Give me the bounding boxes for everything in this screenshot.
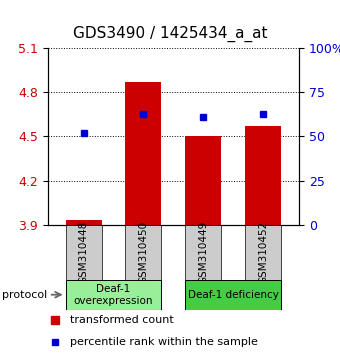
Bar — [66, 280, 162, 310]
Text: GSM310449: GSM310449 — [198, 221, 208, 284]
Text: GSM310448: GSM310448 — [79, 221, 88, 284]
Bar — [185, 136, 221, 225]
Text: GSM310452: GSM310452 — [258, 221, 268, 284]
Text: protocol: protocol — [2, 290, 47, 300]
Text: Deaf-1 deficiency: Deaf-1 deficiency — [188, 290, 279, 300]
Text: Deaf-1
overexpression: Deaf-1 overexpression — [74, 284, 153, 306]
Text: transformed count: transformed count — [70, 315, 174, 325]
Bar — [66, 220, 102, 225]
Bar — [125, 82, 162, 225]
Text: GDS3490 / 1425434_a_at: GDS3490 / 1425434_a_at — [73, 26, 267, 42]
Text: GSM310450: GSM310450 — [138, 221, 149, 284]
Bar — [245, 225, 281, 280]
Text: percentile rank within the sample: percentile rank within the sample — [70, 337, 258, 347]
Bar — [185, 225, 221, 280]
Bar — [245, 126, 281, 225]
Bar — [125, 225, 162, 280]
Bar — [66, 225, 102, 280]
Bar — [185, 280, 281, 310]
